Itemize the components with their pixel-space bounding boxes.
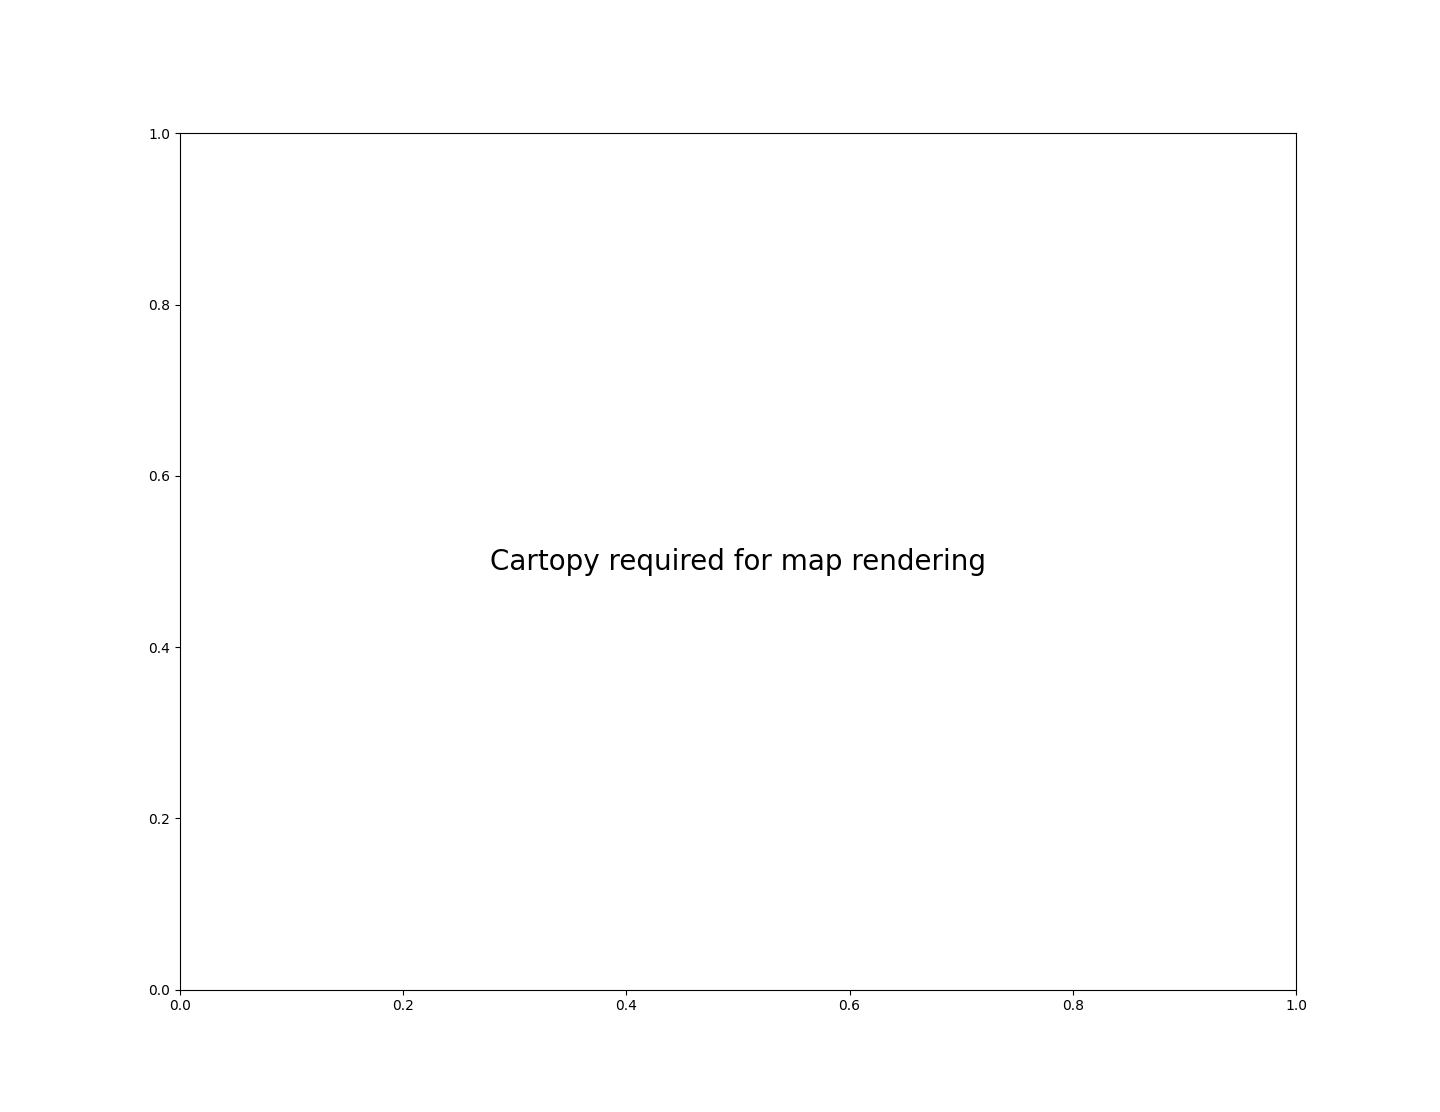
Text: Cartopy required for map rendering: Cartopy required for map rendering <box>490 547 986 576</box>
